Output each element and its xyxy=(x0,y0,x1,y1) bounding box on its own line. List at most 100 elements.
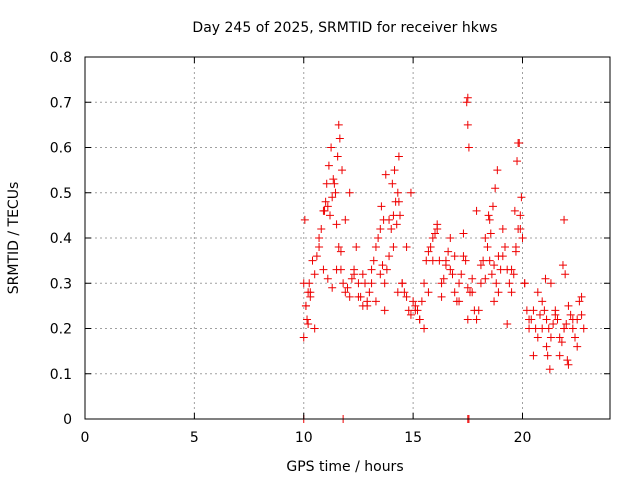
data-point xyxy=(300,215,309,224)
data-point xyxy=(345,188,354,197)
data-point xyxy=(379,215,388,224)
data-point xyxy=(459,252,468,261)
data-point xyxy=(409,297,418,306)
data-point xyxy=(322,179,331,188)
data-point xyxy=(463,120,472,129)
data-point xyxy=(520,279,529,288)
data-point xyxy=(472,315,481,324)
x-tick-label: 10 xyxy=(295,430,313,446)
data-point xyxy=(424,247,433,256)
data-point xyxy=(541,274,550,283)
data-point xyxy=(457,270,466,279)
data-point xyxy=(561,270,570,279)
data-point xyxy=(490,261,499,270)
data-point xyxy=(350,270,359,279)
x-axis: 0 5 10 15 20 xyxy=(81,57,532,446)
data-point xyxy=(367,279,376,288)
data-point xyxy=(573,342,582,351)
data-point xyxy=(394,197,403,206)
data-point xyxy=(568,315,577,324)
data-point xyxy=(402,292,411,301)
data-point xyxy=(437,292,446,301)
data-point xyxy=(304,288,313,297)
data-point xyxy=(437,279,446,288)
data-point xyxy=(387,224,396,233)
y-axis-label: SRMTID / TECUs xyxy=(6,182,22,295)
data-point xyxy=(468,274,477,283)
data-point xyxy=(310,324,319,333)
data-point xyxy=(476,279,485,288)
y-tick-label: 0.3 xyxy=(50,276,72,292)
data-point xyxy=(492,279,501,288)
data-point xyxy=(560,215,569,224)
data-point xyxy=(315,234,324,242)
data-point xyxy=(505,279,514,288)
data-point xyxy=(481,274,490,283)
data-point xyxy=(393,288,402,297)
data-point xyxy=(551,306,560,315)
data-point xyxy=(332,265,341,274)
y-axis: 0 0.1 0.2 0.3 0.4 0.5 0.6 0.7 0.8 xyxy=(50,50,610,428)
data-point xyxy=(305,279,314,288)
x-tick-label: 15 xyxy=(404,430,422,446)
data-point xyxy=(317,224,326,233)
data-point xyxy=(382,265,391,274)
data-point xyxy=(450,252,459,261)
data-point xyxy=(406,310,415,319)
data-point xyxy=(577,310,586,319)
data-point xyxy=(398,279,407,288)
data-point xyxy=(485,256,494,265)
data-point xyxy=(371,297,380,306)
x-tick-label: 20 xyxy=(514,430,532,446)
data-point xyxy=(494,288,503,297)
data-point xyxy=(439,274,448,283)
data-point xyxy=(339,279,348,288)
data-point xyxy=(566,310,575,319)
data-point xyxy=(474,306,483,315)
data-point xyxy=(329,175,338,184)
data-point xyxy=(568,324,577,333)
data-point xyxy=(385,252,394,261)
data-point xyxy=(369,256,378,265)
data-point xyxy=(488,202,497,211)
x-axis-label: GPS time / hours xyxy=(286,459,403,475)
data-point xyxy=(485,215,494,224)
data-point xyxy=(444,247,453,256)
data-point xyxy=(301,301,310,310)
data-point xyxy=(326,211,334,220)
data-point xyxy=(536,310,544,319)
data-point xyxy=(426,243,435,252)
data-point xyxy=(555,333,564,342)
data-point xyxy=(334,120,343,129)
data-point xyxy=(428,234,437,242)
data-point xyxy=(330,179,339,188)
data-point xyxy=(365,288,374,297)
data-point xyxy=(446,265,455,274)
data-point xyxy=(562,319,571,328)
data-point xyxy=(501,243,509,252)
data-point xyxy=(463,315,472,324)
data-point xyxy=(323,202,332,211)
data-point xyxy=(461,256,470,265)
data-point xyxy=(494,252,503,261)
data-point xyxy=(513,157,522,166)
y-tick-label: 0.1 xyxy=(50,367,72,383)
data-point xyxy=(516,224,525,233)
data-point xyxy=(335,134,344,143)
data-point xyxy=(464,143,473,152)
data-point xyxy=(450,288,459,297)
data-point xyxy=(415,315,424,324)
data-point xyxy=(381,170,390,179)
y-tick-label: 0.6 xyxy=(50,141,72,157)
data-point xyxy=(371,243,380,252)
data-point xyxy=(462,98,471,107)
data-point xyxy=(529,351,538,360)
data-point xyxy=(481,234,490,242)
data-point xyxy=(448,270,457,279)
data-point xyxy=(525,315,534,324)
data-point xyxy=(392,220,401,229)
data-point xyxy=(328,283,337,292)
data-point xyxy=(363,297,372,306)
x-tick-label: 0 xyxy=(81,430,90,446)
data-point xyxy=(564,301,573,310)
